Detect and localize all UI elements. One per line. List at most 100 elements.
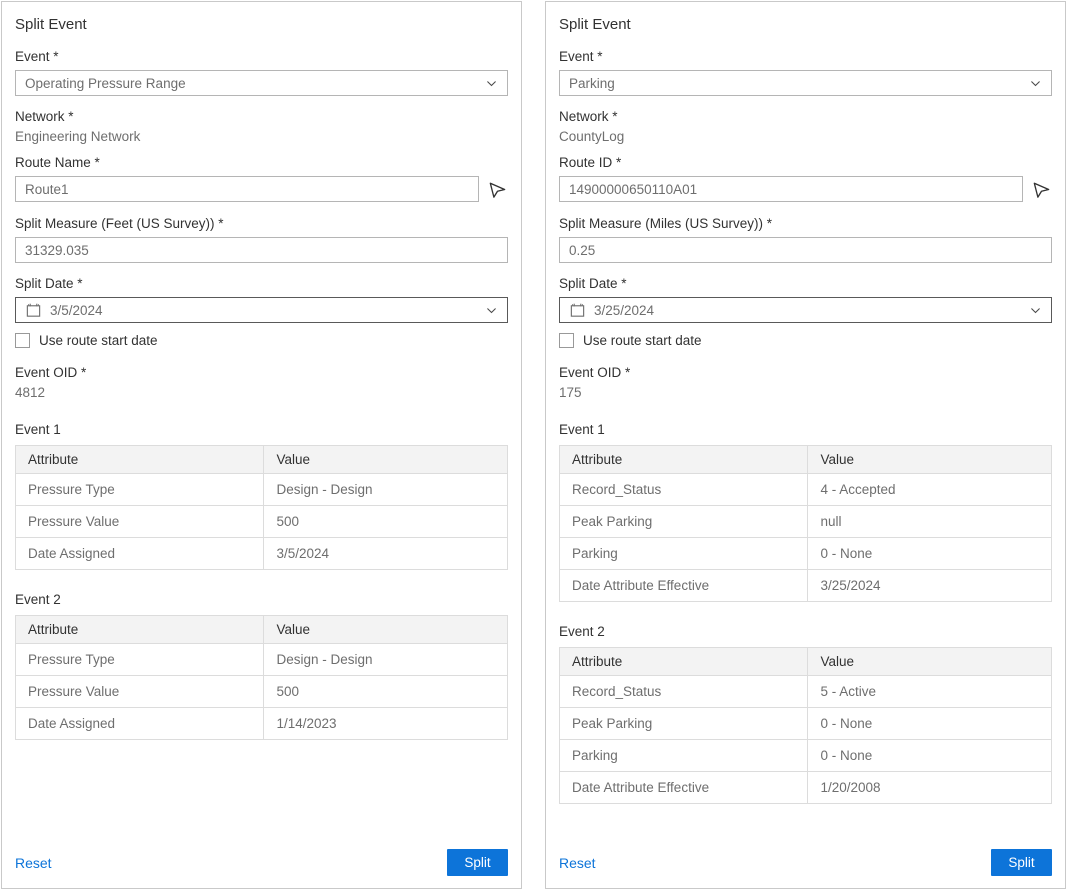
event-label: Event * bbox=[559, 49, 603, 64]
table-header-row: Attribute Value bbox=[558, 647, 1052, 676]
event-oid-label: Event OID * bbox=[15, 365, 87, 380]
event-2-heading: Event 2 bbox=[15, 592, 61, 607]
split-measure-label: Split Measure (Miles (US Survey)) * bbox=[559, 216, 773, 231]
event-1-heading: Event 1 bbox=[559, 422, 605, 437]
table-row: Peak Parking null bbox=[558, 505, 1052, 538]
attribute-cell: Date Attribute Effective bbox=[558, 569, 809, 602]
use-route-start-date-row: Use route start date bbox=[15, 333, 508, 348]
panel-footer: Reset Split bbox=[15, 849, 508, 876]
attribute-cell: Date Assigned bbox=[14, 707, 265, 740]
table-row: Parking 0 - None bbox=[558, 537, 1052, 570]
value-cell: 500 bbox=[263, 675, 508, 708]
attribute-cell: Record_Status bbox=[558, 675, 809, 708]
event-2-heading: Event 2 bbox=[559, 624, 605, 639]
calendar-icon bbox=[25, 302, 42, 319]
attribute-header: Attribute bbox=[558, 647, 809, 676]
use-route-start-date-label: Use route start date bbox=[583, 333, 702, 348]
reset-button[interactable]: Reset bbox=[15, 854, 52, 871]
route-id-input[interactable] bbox=[559, 176, 1023, 202]
page-title: Split Event bbox=[15, 16, 87, 33]
route-name-input[interactable] bbox=[15, 176, 479, 202]
attribute-cell: Peak Parking bbox=[558, 505, 809, 538]
value-cell: Design - Design bbox=[263, 473, 508, 506]
table-row: Record_Status 5 - Active bbox=[558, 675, 1052, 708]
split-date-picker[interactable]: 3/5/2024 bbox=[15, 297, 508, 323]
pointer-arrow-icon bbox=[487, 179, 508, 200]
attribute-cell: Date Attribute Effective bbox=[558, 771, 809, 804]
value-header: Value bbox=[263, 445, 508, 474]
event-1-table: Attribute Value Record_Status 4 - Accept… bbox=[558, 445, 1052, 602]
split-date-label: Split Date * bbox=[559, 276, 627, 291]
route-row bbox=[559, 176, 1052, 202]
split-date-picker[interactable]: 3/25/2024 bbox=[559, 297, 1052, 323]
split-button[interactable]: Split bbox=[991, 849, 1052, 876]
use-route-start-date-checkbox[interactable] bbox=[15, 333, 30, 348]
event-select-value: Parking bbox=[569, 75, 615, 91]
split-date-value: 3/25/2024 bbox=[594, 302, 655, 318]
use-route-start-date-checkbox[interactable] bbox=[559, 333, 574, 348]
value-cell: Design - Design bbox=[263, 643, 508, 676]
value-header: Value bbox=[807, 445, 1052, 474]
network-label: Network * bbox=[559, 109, 618, 124]
page-title: Split Event bbox=[559, 16, 631, 33]
attribute-cell: Record_Status bbox=[558, 473, 809, 506]
table-row: Pressure Type Design - Design bbox=[14, 643, 508, 676]
value-cell: 500 bbox=[263, 505, 508, 538]
reset-button[interactable]: Reset bbox=[559, 854, 596, 871]
event-oid-label: Event OID * bbox=[559, 365, 631, 380]
split-date-value: 3/5/2024 bbox=[50, 302, 103, 318]
route-row bbox=[15, 176, 508, 202]
attribute-header: Attribute bbox=[14, 445, 265, 474]
split-event-panel-1: Split Event Event * Operating Pressure R… bbox=[1, 1, 522, 889]
event-select[interactable]: Parking bbox=[559, 70, 1052, 96]
split-measure-input[interactable] bbox=[15, 237, 508, 263]
attribute-cell: Parking bbox=[558, 739, 809, 772]
use-route-start-date-label: Use route start date bbox=[39, 333, 158, 348]
select-route-on-map-button[interactable] bbox=[487, 179, 508, 200]
split-measure-label: Split Measure (Feet (US Survey)) * bbox=[15, 216, 224, 231]
value-header: Value bbox=[263, 615, 508, 644]
event-2-table: Attribute Value Pressure Type Design - D… bbox=[14, 615, 508, 740]
event-select[interactable]: Operating Pressure Range bbox=[15, 70, 508, 96]
value-cell: 3/25/2024 bbox=[807, 569, 1052, 602]
table-header-row: Attribute Value bbox=[14, 445, 508, 474]
network-label: Network * bbox=[15, 109, 74, 124]
table-row: Date Assigned 3/5/2024 bbox=[14, 537, 508, 570]
pointer-arrow-icon bbox=[1031, 179, 1052, 200]
split-event-panel-2: Split Event Event * Parking Network * Co… bbox=[545, 1, 1066, 889]
value-cell: 1/20/2008 bbox=[807, 771, 1052, 804]
attribute-cell: Pressure Value bbox=[14, 505, 265, 538]
value-cell: 3/5/2024 bbox=[263, 537, 508, 570]
route-id-label: Route ID * bbox=[559, 155, 622, 170]
value-cell: 0 - None bbox=[807, 537, 1052, 570]
network-value: Engineering Network bbox=[15, 129, 141, 144]
table-row: Date Assigned 1/14/2023 bbox=[14, 707, 508, 740]
table-row: Record_Status 4 - Accepted bbox=[558, 473, 1052, 506]
value-cell: 5 - Active bbox=[807, 675, 1052, 708]
attribute-cell: Pressure Type bbox=[14, 473, 265, 506]
value-cell: 0 - None bbox=[807, 739, 1052, 772]
value-cell: null bbox=[807, 505, 1052, 538]
event-oid-value: 4812 bbox=[15, 385, 46, 400]
route-name-label: Route Name * bbox=[15, 155, 100, 170]
table-row: Peak Parking 0 - None bbox=[558, 707, 1052, 740]
attribute-cell: Parking bbox=[558, 537, 809, 570]
table-row: Pressure Type Design - Design bbox=[14, 473, 508, 506]
split-date-label: Split Date * bbox=[15, 276, 83, 291]
attribute-cell: Pressure Type bbox=[14, 643, 265, 676]
table-header-row: Attribute Value bbox=[14, 615, 508, 644]
attribute-cell: Pressure Value bbox=[14, 675, 265, 708]
table-header-row: Attribute Value bbox=[558, 445, 1052, 474]
split-button[interactable]: Split bbox=[447, 849, 508, 876]
calendar-icon bbox=[569, 302, 586, 319]
event-select-value: Operating Pressure Range bbox=[25, 75, 186, 91]
split-measure-input[interactable] bbox=[559, 237, 1052, 263]
select-route-on-map-button[interactable] bbox=[1031, 179, 1052, 200]
attribute-cell: Date Assigned bbox=[14, 537, 265, 570]
event-oid-value: 175 bbox=[559, 385, 582, 400]
chevron-down-icon bbox=[485, 77, 498, 90]
table-row: Pressure Value 500 bbox=[14, 505, 508, 538]
value-cell: 1/14/2023 bbox=[263, 707, 508, 740]
attribute-header: Attribute bbox=[558, 445, 809, 474]
